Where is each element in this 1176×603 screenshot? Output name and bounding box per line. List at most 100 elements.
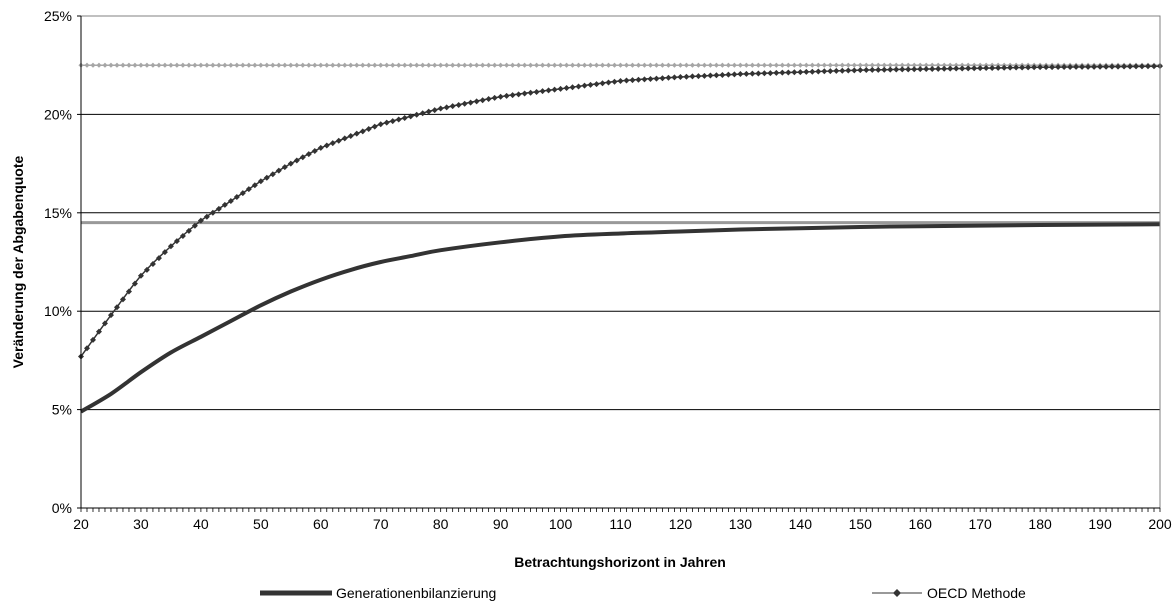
oecd-methode-marker [587, 81, 594, 88]
oecd-methode-marker [155, 255, 162, 262]
oecd-methode-marker [1049, 64, 1056, 71]
grid-layer [81, 15, 1160, 411]
oecd-methode-marker [491, 94, 498, 101]
oecd-methode-marker [713, 72, 720, 79]
oecd-methode-marker [263, 174, 270, 181]
reference-upper-marker [444, 62, 450, 68]
reference-upper-marker [515, 62, 522, 68]
oecd-methode-marker [947, 65, 954, 72]
oecd-methode-marker [683, 73, 690, 80]
oecd-methode-marker [383, 119, 390, 126]
oecd-methode-marker [197, 217, 204, 224]
reference-upper-marker [737, 62, 743, 68]
reference-upper-marker [108, 62, 114, 68]
reference-upper-marker [480, 62, 486, 68]
oecd-methode-marker [695, 73, 702, 80]
reference-upper-marker [893, 62, 899, 68]
reference-upper-marker [947, 62, 953, 68]
oecd-methode-marker [329, 140, 336, 147]
reference-upper-marker [372, 62, 378, 68]
reference-upper-marker [234, 62, 240, 68]
oecd-methode-marker [965, 65, 972, 72]
x-tick-label: 140 [789, 516, 813, 532]
reference-upper-marker [923, 62, 929, 68]
reference-upper-marker [527, 62, 534, 68]
ticks-layer: 0% 5% 10% 15% 20% 25% 20 30 40 50 60 70 80 90 100 110 12… [44, 8, 1172, 532]
x-axis-title: Betrachtungshorizont in Jahren [514, 554, 726, 570]
oecd-methode-marker [599, 80, 606, 87]
oecd-methode-marker [485, 96, 492, 103]
y-tick-label: 5% [52, 402, 72, 418]
oecd-methode-marker [629, 77, 636, 84]
oecd-methode-marker [239, 190, 246, 197]
oecd-methode-marker [389, 118, 396, 125]
oecd-methode-marker [353, 130, 360, 137]
reference-upper-marker [587, 62, 594, 68]
reference-upper-marker [132, 62, 138, 68]
x-tick-label: 40 [193, 516, 209, 532]
oecd-methode-marker [401, 114, 408, 121]
oecd-methode-marker [905, 66, 912, 73]
oecd-methode-marker [707, 72, 714, 79]
reference-upper-marker [791, 62, 797, 68]
reference-upper-marker [210, 62, 216, 68]
oecd-methode-marker [989, 64, 996, 71]
oecd-methode-marker [503, 92, 510, 99]
oecd-methode-marker [107, 312, 114, 319]
reference-upper-marker [725, 62, 731, 68]
oecd-methode-marker [311, 148, 318, 155]
oecd-methode-marker [323, 142, 330, 149]
reference-upper-marker [851, 62, 857, 68]
reference-upper-marker [474, 62, 480, 68]
oecd-methode-marker [1103, 63, 1110, 70]
reference-upper-marker [324, 62, 330, 68]
reference-upper-marker [869, 62, 875, 68]
reference-upper-marker [408, 62, 414, 68]
oecd-methode-marker [1115, 63, 1122, 70]
reference-upper-marker [731, 62, 737, 68]
reference-upper-marker [839, 62, 845, 68]
oecd-methode-marker [473, 98, 480, 105]
oecd-methode-marker [257, 178, 264, 185]
reference-upper-marker [318, 62, 324, 68]
legend: Generationenbilanzierung OECD Methode [260, 585, 1026, 601]
oecd-methode-marker [1145, 63, 1152, 70]
reference-upper-marker [761, 62, 767, 68]
oecd-methode-marker [971, 65, 978, 72]
reference-upper-marker [468, 62, 474, 68]
reference-upper-marker [120, 62, 126, 68]
oecd-methode-marker [1025, 64, 1032, 71]
legend-label-oecd-methode: OECD Methode [927, 585, 1026, 601]
oecd-methode-marker [977, 65, 984, 72]
oecd-methode-marker [125, 288, 132, 295]
x-tick-label: 120 [669, 516, 693, 532]
reference-upper-marker [749, 62, 755, 68]
reference-upper-marker [204, 62, 210, 68]
reference-upper-marker [84, 62, 90, 68]
oecd-methode-marker [881, 66, 888, 73]
oecd-methode-marker [149, 260, 156, 267]
series-oecd-methode [78, 63, 1163, 360]
reference-upper-marker [354, 62, 360, 68]
reference-upper-marker [707, 62, 714, 68]
oecd-methode-marker [959, 65, 966, 72]
oecd-methode-marker [929, 65, 936, 72]
reference-upper-marker [162, 62, 168, 68]
oecd-methode-marker [407, 113, 414, 120]
oecd-methode-marker [497, 93, 504, 100]
reference-upper-marker [432, 62, 438, 68]
oecd-methode-marker [461, 100, 468, 107]
reference-upper-marker [695, 62, 702, 68]
reference-upper-marker [366, 62, 372, 68]
oecd-methode-marker [821, 68, 828, 75]
reference-upper-marker [917, 62, 923, 68]
oecd-methode-marker [941, 65, 948, 72]
reference-upper-marker [300, 62, 306, 68]
oecd-methode-marker [101, 320, 108, 327]
x-tick-label: 60 [313, 516, 329, 532]
reference-upper-marker [557, 62, 564, 68]
reference-upper-marker [492, 62, 498, 68]
reference-upper-marker [857, 62, 863, 68]
reference-upper-marker [941, 62, 947, 68]
reference-upper-marker [510, 62, 516, 68]
